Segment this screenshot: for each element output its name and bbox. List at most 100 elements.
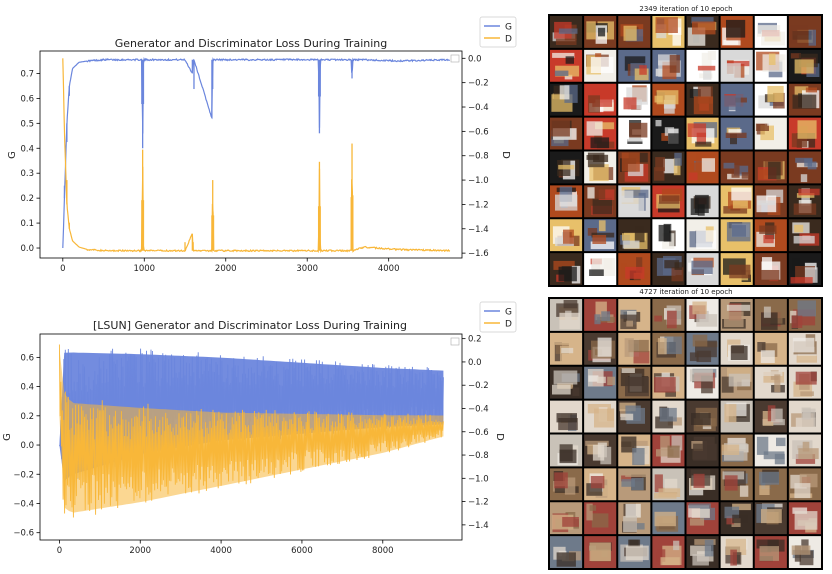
image-grid-top: 2349 iteration of 10 epoch — [548, 5, 823, 287]
x-tick-label: 4000 — [378, 264, 400, 274]
image-cell — [584, 219, 617, 252]
image-cell-patch — [553, 85, 564, 100]
image-cell — [686, 502, 719, 535]
image-cell — [550, 400, 583, 433]
image-cell — [754, 536, 787, 568]
image-cell — [550, 185, 583, 218]
image-cell-patch — [667, 445, 680, 458]
image-cell-patch — [633, 350, 650, 364]
image-cell-patch — [559, 85, 570, 100]
image-cell-patch — [790, 53, 801, 59]
image-cell — [550, 299, 583, 331]
image-cell-patch — [687, 123, 707, 137]
y-left-tick-label: −0.2 — [13, 470, 34, 480]
image-cell — [584, 117, 617, 150]
image-cell — [652, 16, 685, 48]
y-right-tick-label: −1.6 — [468, 249, 489, 259]
image-cell-patch — [555, 194, 578, 211]
image-cell-patch — [795, 417, 816, 429]
image-cell-patch — [619, 190, 634, 203]
image-cell — [550, 366, 583, 399]
image-cell-patch — [688, 172, 698, 181]
image-cell-patch — [689, 89, 701, 98]
image-cell — [720, 468, 753, 501]
image-cell-patch — [726, 516, 735, 525]
image-cell-patch — [731, 165, 740, 178]
x-tick-label: 4000 — [210, 546, 232, 556]
image-cell-patch — [562, 517, 579, 527]
image-cell — [754, 253, 787, 285]
x-tick-label: 2000 — [129, 546, 151, 556]
image-cell — [584, 185, 617, 218]
image-cell — [584, 49, 617, 82]
image-cell — [584, 332, 617, 365]
image-cell-patch — [586, 503, 593, 521]
image-cell-patch — [761, 371, 783, 376]
legend: G D — [479, 301, 517, 333]
image-cell-patch — [723, 162, 735, 169]
image-cell-patch — [655, 157, 665, 172]
image-cell-patch — [564, 477, 576, 495]
image-cell — [618, 434, 651, 467]
image-cell-patch — [767, 85, 784, 102]
image-cell-patch — [598, 189, 615, 200]
image-cell-patch — [669, 54, 680, 73]
image-cell-patch — [654, 474, 663, 493]
image-cell — [686, 400, 719, 433]
image-cell — [584, 151, 617, 184]
image-cell-patch — [558, 266, 577, 282]
image-cell — [652, 151, 685, 184]
image-cell — [550, 117, 583, 150]
image-cell-patch — [807, 161, 817, 170]
image-cell — [720, 332, 753, 365]
image-cell-patch — [658, 224, 670, 242]
image-cell-patch — [697, 65, 716, 71]
image-cell-patch — [586, 121, 603, 136]
image-cell — [720, 536, 753, 568]
image-cell-patch — [654, 493, 677, 499]
image-cell-patch — [560, 345, 570, 363]
image-cell-patch — [671, 435, 683, 451]
image-cell-patch — [597, 337, 612, 357]
image-cell-patch — [774, 124, 784, 144]
image-cell-patch — [800, 391, 814, 396]
image-cell-patch — [735, 97, 747, 103]
image-cell-patch — [798, 188, 820, 196]
image-grid-title: 2349 iteration of 10 epoch — [639, 5, 732, 13]
image-cell-patch — [707, 50, 716, 60]
image-cell-patch — [792, 507, 808, 514]
image-cell — [618, 219, 651, 252]
image-cell-patch — [607, 376, 616, 386]
image-cell-patch — [732, 514, 748, 524]
y-right-tick-label: −0.6 — [468, 127, 489, 137]
plot-frame — [39, 50, 463, 259]
image-cell-patch — [626, 320, 633, 327]
image-cell — [652, 468, 685, 501]
image-cell-patch — [600, 446, 612, 465]
y-right-label: D — [500, 151, 511, 159]
image-cell — [686, 83, 719, 116]
plot-area — [62, 56, 451, 254]
image-cell — [652, 117, 685, 150]
image-cell-patch — [701, 158, 715, 172]
image-cell-patch — [724, 404, 737, 423]
image-cell-patch — [596, 376, 606, 384]
image-cell-patch — [623, 516, 637, 532]
image-cell-patch — [621, 479, 635, 487]
image-cell-patch — [625, 503, 641, 518]
image-cell-patch — [690, 545, 711, 556]
image-cell-patch — [629, 122, 648, 138]
image-cell-patch — [586, 21, 596, 40]
image-cell-patch — [565, 56, 574, 64]
image-cell-patch — [721, 444, 740, 455]
image-cell — [584, 400, 617, 433]
image-cell — [686, 49, 719, 82]
image-cell — [720, 16, 753, 48]
image-cell-patch — [556, 552, 576, 567]
image-cell — [550, 151, 583, 184]
image-cell — [584, 468, 617, 501]
image-cell-patch — [654, 315, 663, 322]
legend-g-label: G — [505, 23, 512, 33]
image-cell — [754, 83, 787, 116]
image-cell-patch — [793, 235, 815, 244]
